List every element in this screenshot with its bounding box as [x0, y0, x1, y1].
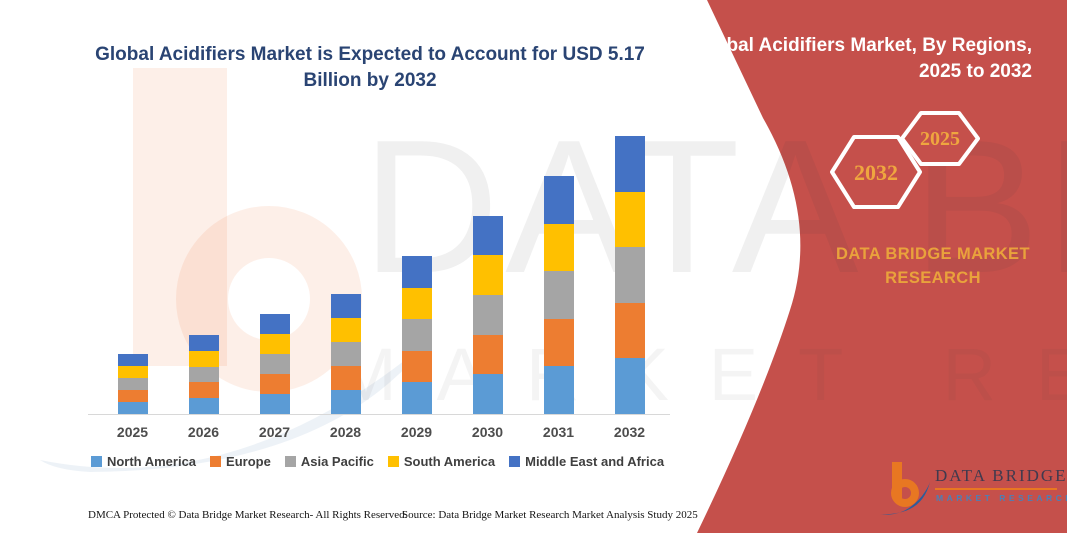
bar-segment-europe: [472, 334, 503, 375]
legend-item-north-america: North America: [90, 454, 197, 469]
bar-segment-asia-pacific: [188, 366, 219, 383]
bar-segment-asia-pacific: [614, 247, 645, 303]
bar-segment-south-america: [614, 191, 645, 248]
stacked-bar-2030: [472, 215, 503, 414]
x-axis-label-2032: 2032: [613, 424, 646, 440]
bar-segment-south-america: [259, 334, 290, 355]
x-axis-label-2030: 2030: [471, 424, 504, 440]
bar-segment-middle-east-and-africa: [188, 335, 219, 351]
company-logo: DATA BRIDGE MARKET RESEARCH: [878, 458, 1067, 520]
brand-wordmark: DATA BRIDGE MARKET RESEARCH: [828, 242, 1038, 290]
stacked-bar-2032: [614, 136, 645, 414]
bar-segment-south-america: [543, 223, 574, 272]
hexagon-2025-label: 2025: [920, 128, 960, 150]
bar-segment-north-america: [614, 358, 645, 414]
x-axis-label-2025: 2025: [116, 424, 149, 440]
chart-legend: North America Europe Asia Pacific South Ame…: [70, 454, 685, 469]
bar-segment-middle-east-and-africa: [401, 256, 432, 288]
bar-segment-south-america: [188, 350, 219, 367]
bar-segment-europe: [614, 302, 645, 359]
bar-segment-south-america: [401, 287, 432, 320]
bar-segment-europe: [259, 374, 290, 394]
bar-segment-europe: [188, 382, 219, 399]
banner-title-line2: 2025 to 2032: [918, 61, 1032, 82]
company-logo-underline: [935, 488, 1057, 490]
legend-item-europe: Europe: [210, 454, 271, 469]
company-logo-icon: [880, 462, 930, 515]
legend-label: South America: [403, 454, 496, 469]
stacked-bar-2025: [117, 354, 148, 414]
source-note: Source: Data Bridge Market Research Mark…: [402, 509, 698, 521]
bar-segment-europe: [330, 365, 361, 390]
bar-segment-asia-pacific: [117, 378, 148, 391]
bar-segment-asia-pacific: [543, 271, 574, 319]
chart-title-line2: Billion by 2032: [303, 70, 437, 91]
bar-segment-south-america: [472, 255, 503, 296]
brand-wordmark-line2: RESEARCH: [885, 269, 981, 287]
brand-wordmark-line1: DATA BRIDGE MARKET: [836, 245, 1030, 263]
bar-segment-north-america: [543, 366, 574, 414]
bar-segment-middle-east-and-africa: [543, 176, 574, 224]
legend-item-south-america: South America: [387, 454, 496, 469]
chart-title-line1: Global Acidifiers Market is Expected to …: [95, 44, 645, 65]
legend-swatch-icon: [90, 456, 102, 467]
banner-title: Global Acidifiers Market, By Regions, 20…: [690, 33, 1032, 85]
stacked-bar-2031: [543, 176, 574, 414]
legend-swatch-icon: [284, 456, 296, 467]
legend-swatch-icon: [509, 456, 521, 467]
x-axis-label-2031: 2031: [542, 424, 575, 440]
bar-segment-middle-east-and-africa: [259, 314, 290, 335]
legend-label: Europe: [226, 454, 271, 469]
bar-segment-north-america: [472, 374, 503, 414]
bar-segment-middle-east-and-africa: [472, 215, 503, 256]
bar-segment-asia-pacific: [472, 295, 503, 335]
bar-segment-north-america: [330, 389, 361, 414]
bar-segment-north-america: [117, 402, 148, 414]
legend-label: Middle East and Africa: [525, 454, 665, 469]
legend-item-middle-east-and-africa: Middle East and Africa: [509, 454, 664, 469]
dmca-notice: DMCA Protected © Data Bridge Market Rese…: [88, 509, 408, 521]
bar-segment-asia-pacific: [401, 319, 432, 351]
stacked-bar-2029: [401, 256, 432, 414]
bar-segment-asia-pacific: [330, 341, 361, 366]
bar-segment-north-america: [188, 398, 219, 414]
bar-segment-south-america: [330, 317, 361, 342]
bar-segment-europe: [401, 350, 432, 383]
bar-segment-north-america: [401, 382, 432, 414]
bar-segment-asia-pacific: [259, 354, 290, 375]
bar-segment-middle-east-and-africa: [614, 136, 645, 192]
bar-segment-europe: [543, 318, 574, 367]
x-axis-label-2029: 2029: [400, 424, 433, 440]
stacked-bar-2028: [330, 293, 361, 414]
bar-segment-north-america: [259, 393, 290, 414]
hexagon-2032-shape: [830, 135, 922, 209]
company-logo-subtitle: MARKET RESEARCH: [936, 493, 1067, 503]
watermark-text-marketresearch: MARKET RESEARCH: [335, 333, 1067, 416]
chart-title: Global Acidifiers Market is Expected to …: [90, 42, 650, 94]
company-logo-name: DATA BRIDGE: [935, 466, 1067, 485]
bar-segment-south-america: [117, 366, 148, 379]
legend-swatch-icon: [210, 456, 222, 467]
x-axis-line: [88, 414, 670, 415]
legend-item-asia-pacific: Asia Pacific: [284, 454, 374, 469]
legend-label: Asia Pacific: [300, 454, 374, 469]
hexagon-2032-label: 2032: [854, 160, 898, 185]
bar-segment-middle-east-and-africa: [330, 293, 361, 318]
x-axis-label-2027: 2027: [258, 424, 291, 440]
stacked-bar-2027: [259, 314, 290, 414]
x-axis-label-2028: 2028: [329, 424, 362, 440]
x-axis-label-2026: 2026: [187, 424, 220, 440]
legend-swatch-icon: [387, 456, 399, 467]
banner-title-line1: Global Acidifiers Market, By Regions,: [694, 35, 1032, 56]
bar-segment-middle-east-and-africa: [117, 354, 148, 367]
stacked-bar-2026: [188, 335, 219, 414]
bar-segment-europe: [117, 390, 148, 403]
hexagon-2025-shape: [900, 111, 980, 166]
legend-label: North America: [106, 454, 197, 469]
